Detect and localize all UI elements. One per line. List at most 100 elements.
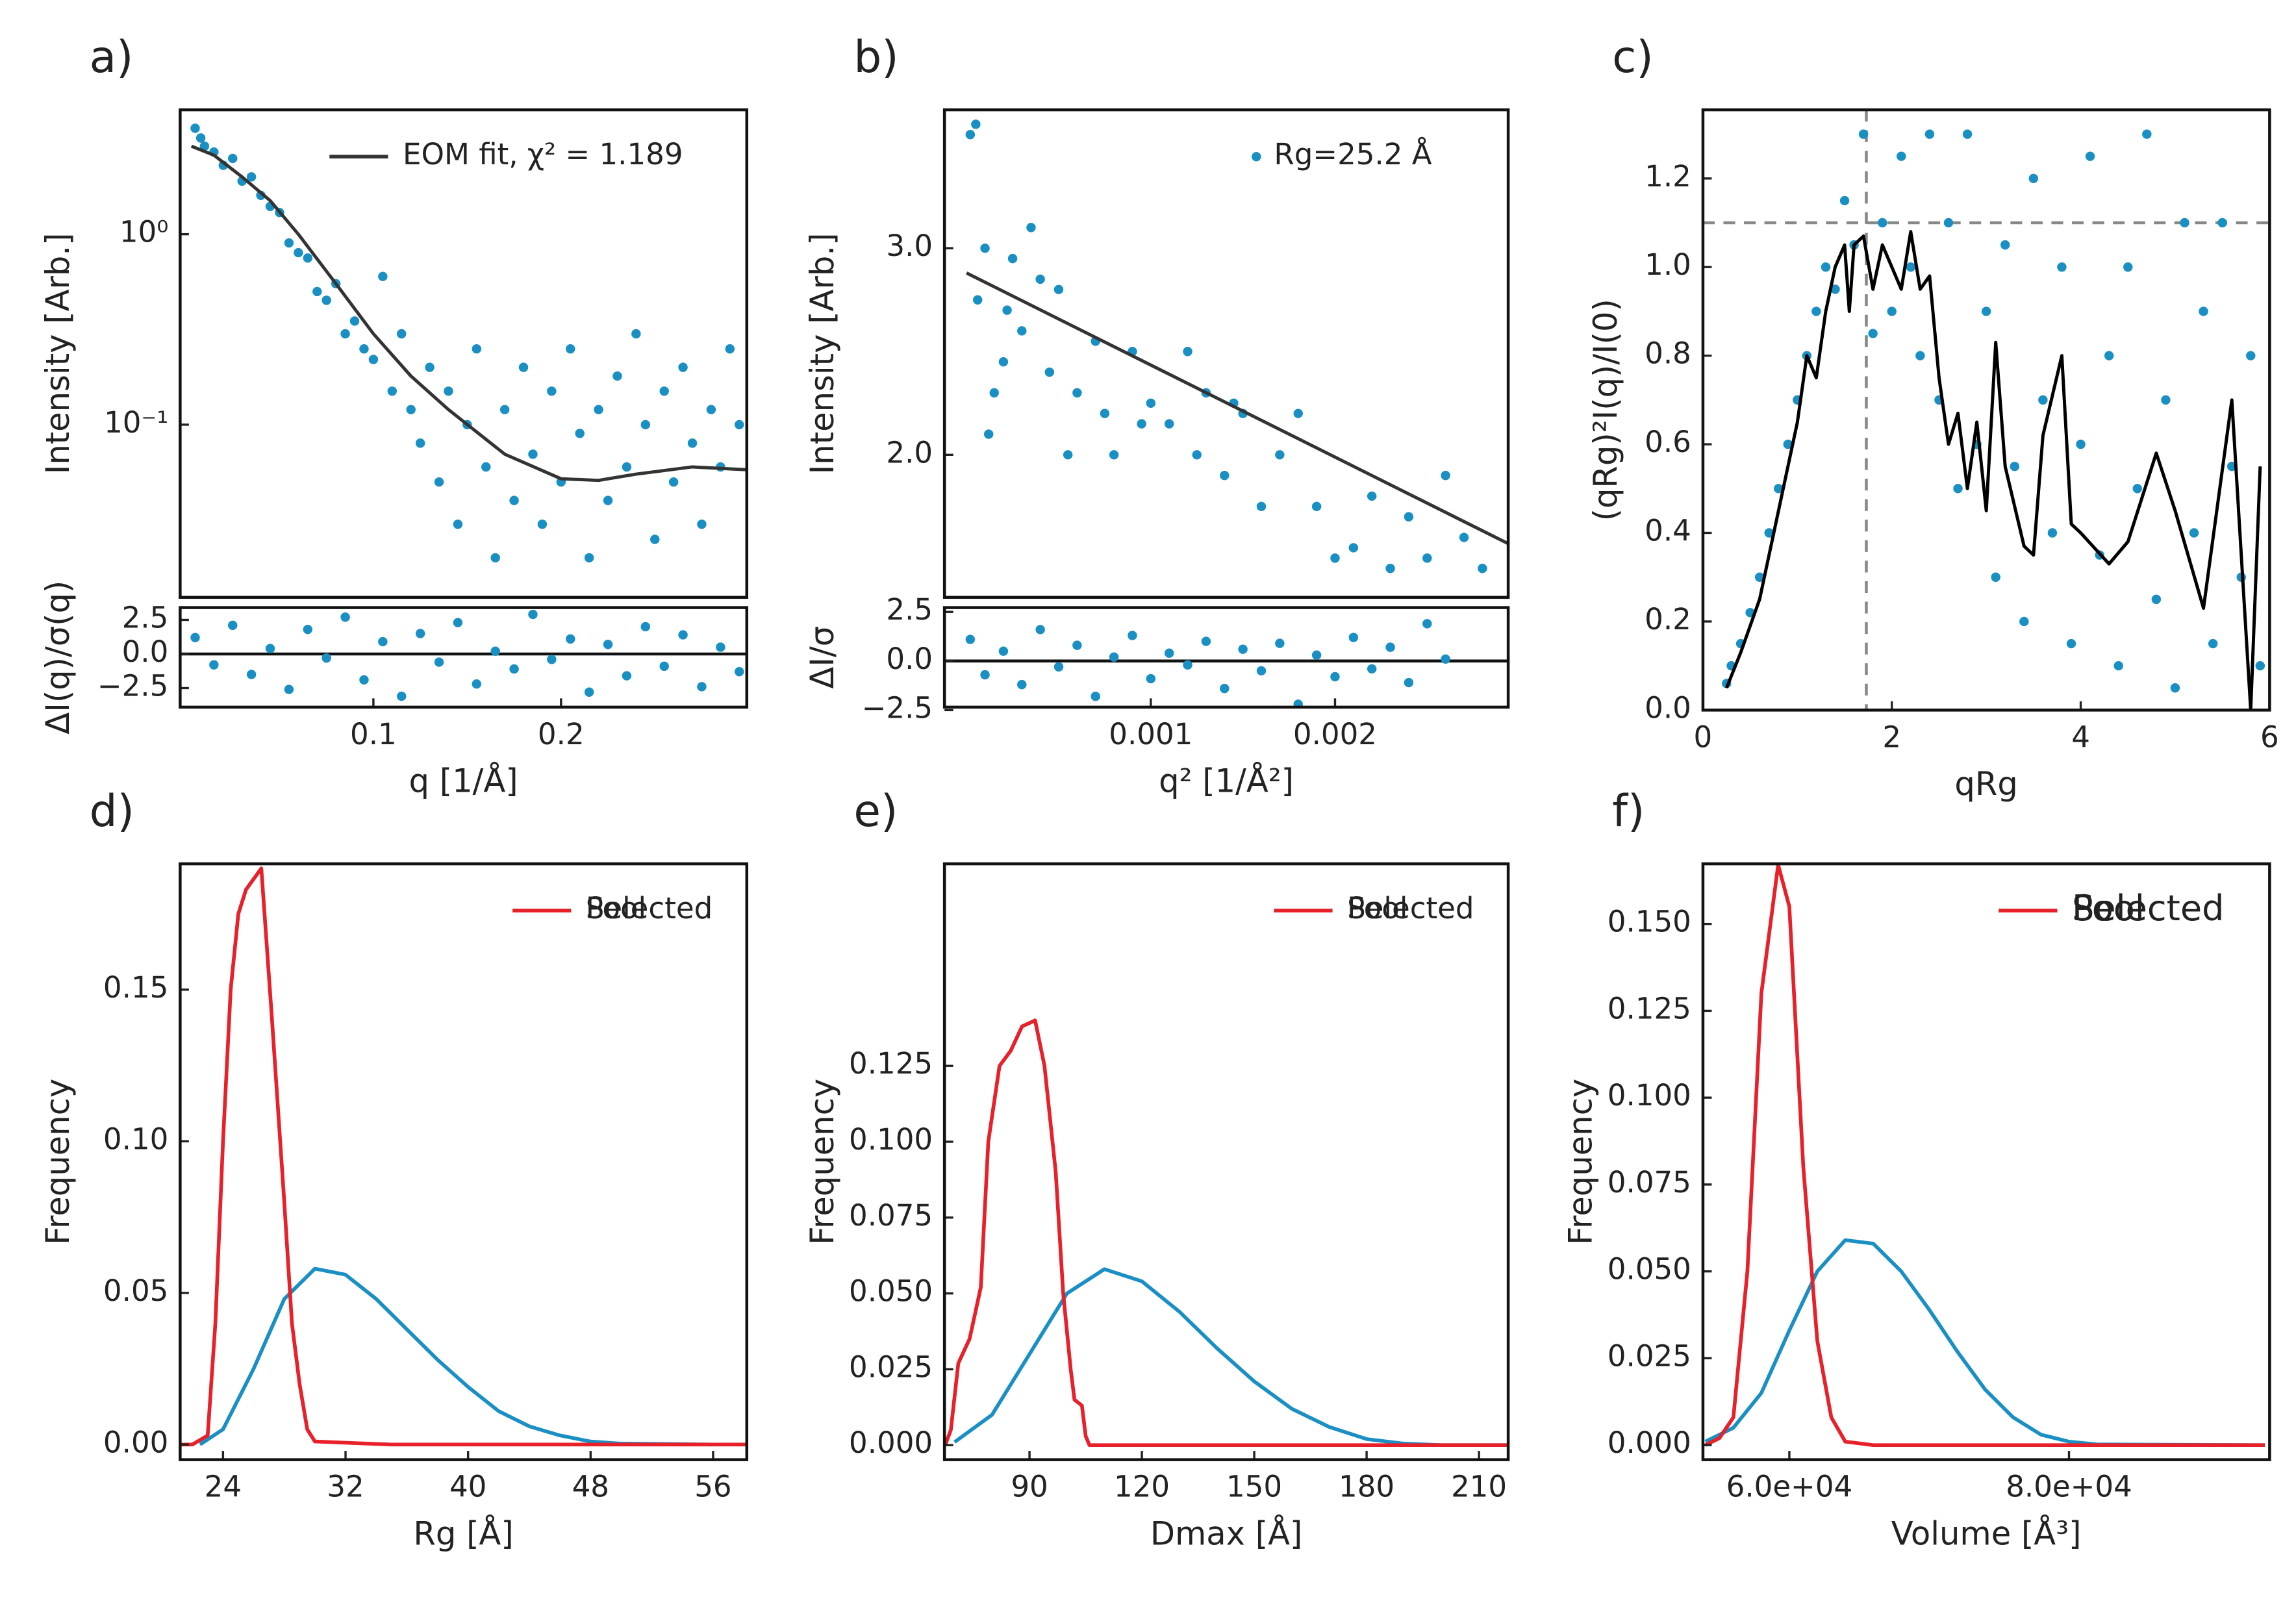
point	[1220, 470, 1230, 481]
point	[980, 243, 990, 253]
point	[1441, 470, 1450, 481]
point	[998, 357, 1009, 367]
point	[1348, 633, 1359, 642]
point	[1256, 501, 1267, 512]
point	[1897, 151, 1906, 161]
point	[1887, 307, 1897, 316]
point	[322, 295, 331, 305]
panel-label: f)	[1612, 785, 1645, 836]
point	[697, 520, 707, 529]
point	[1183, 347, 1192, 357]
y-axis-label: (qRg)²I(q)/I(0)	[1587, 299, 1624, 521]
y-tick-label: 3.0	[886, 229, 933, 263]
point	[612, 371, 622, 381]
x-tick-label: 24	[205, 1470, 242, 1504]
point	[965, 634, 976, 644]
x-tick-label: 0.002	[1293, 717, 1377, 751]
y-axis-label: Intensity [Arb.]	[803, 233, 841, 475]
point	[387, 386, 397, 396]
point	[575, 429, 585, 438]
x-tick-label: 90	[1011, 1470, 1048, 1504]
point	[697, 682, 707, 692]
y-tick-label: 10⁰	[120, 215, 168, 249]
point	[322, 653, 331, 663]
plot-area	[1702, 110, 2270, 710]
point	[528, 449, 538, 459]
point	[499, 405, 510, 414]
point	[584, 687, 594, 697]
x-tick-label: 2	[1882, 720, 1901, 754]
axes-frame	[1701, 108, 2271, 712]
point	[1137, 419, 1146, 429]
point	[1915, 351, 1925, 360]
y-axis-label: Frequency	[803, 1079, 841, 1245]
point	[1053, 662, 1064, 672]
point	[1311, 501, 1322, 512]
point	[687, 438, 698, 448]
y-axis-label: ΔI(q)/σ(q)	[39, 581, 77, 735]
point	[246, 670, 257, 679]
point	[415, 438, 425, 448]
point	[650, 534, 660, 544]
x-axis-label: qRg	[1954, 765, 2017, 803]
line	[1704, 1238, 2265, 1447]
point	[1035, 274, 1045, 284]
point	[566, 634, 575, 644]
y-tick-label: 0.0	[886, 642, 933, 676]
point	[1858, 129, 1869, 139]
y-tick-label: 0.000	[849, 1426, 933, 1460]
y-tick-label: 0.00	[103, 1425, 168, 1459]
legend-label: Pool	[1347, 891, 1407, 925]
y-tick-label: −2.5	[97, 668, 168, 703]
line	[953, 1267, 1509, 1448]
y-tick-label: 0.0	[1645, 690, 1691, 725]
point	[1348, 543, 1359, 553]
point	[2180, 218, 2189, 228]
y-axis-label: Frequency	[39, 1079, 77, 1245]
legend-label: Selected	[2072, 888, 2225, 929]
point	[603, 496, 613, 505]
point	[2151, 594, 2162, 605]
point	[2189, 528, 2199, 538]
y-tick-label: 0.05	[103, 1274, 168, 1308]
legend-label: EOM fit, χ² = 1.189	[403, 137, 683, 171]
point	[2246, 351, 2256, 360]
point	[490, 553, 500, 563]
point	[1220, 683, 1230, 694]
y-tick-label: 10⁻¹	[104, 405, 168, 440]
point	[972, 295, 983, 305]
x-tick-label: 0	[1694, 720, 1713, 754]
point	[2066, 638, 2076, 649]
point	[284, 685, 294, 694]
x-tick-label: 6.0e+04	[1726, 1470, 1853, 1504]
y-tick-label: −2.5	[862, 690, 933, 725]
point	[444, 386, 453, 396]
x-axis-label: Rg [Å]	[413, 1514, 513, 1552]
point	[1991, 572, 2000, 582]
point	[406, 405, 416, 414]
x-tick-label: 0.2	[538, 717, 585, 751]
y-tick-label: 0.050	[849, 1274, 933, 1309]
y-tick-label: 0.100	[849, 1122, 933, 1157]
plot-area	[944, 619, 1509, 707]
point	[1839, 195, 1850, 206]
point	[2161, 395, 2171, 405]
point	[196, 133, 206, 143]
point	[1330, 672, 1340, 682]
point	[2170, 683, 2180, 693]
y-tick-label: 0.4	[1645, 514, 1691, 548]
point	[631, 329, 641, 339]
y-tick-label: 2.5	[122, 600, 169, 634]
axes-frame	[942, 108, 1510, 599]
plot-area	[180, 609, 747, 701]
point	[735, 420, 744, 430]
point	[1017, 326, 1027, 336]
point	[678, 362, 688, 372]
point	[603, 640, 613, 649]
point	[622, 462, 632, 472]
point	[528, 609, 538, 620]
point	[303, 253, 313, 263]
x-axis-label: q [1/Å]	[409, 762, 518, 800]
point	[1404, 512, 1414, 521]
point	[2199, 307, 2208, 316]
